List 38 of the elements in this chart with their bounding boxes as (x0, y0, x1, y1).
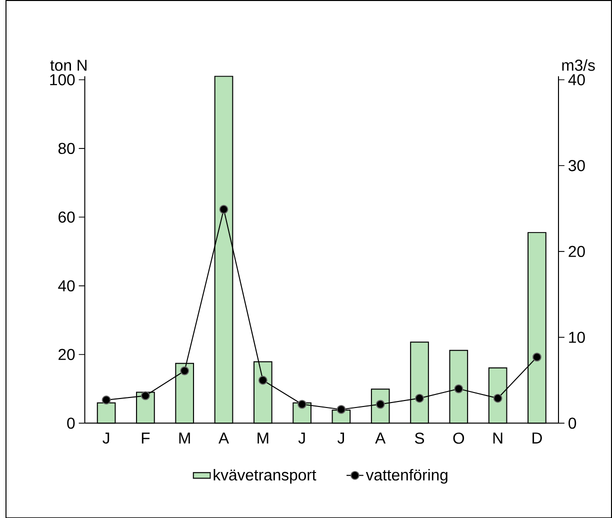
point (336, 404, 346, 414)
x-tick-label: D (532, 432, 542, 444)
legend-label: vattenföring (366, 468, 448, 484)
x-tick-label: J (338, 432, 344, 444)
x-tick-label: A (375, 432, 386, 444)
point (140, 391, 150, 400)
point (415, 394, 424, 403)
point (493, 394, 502, 403)
y-axis-title: ton N (50, 60, 86, 71)
x-tick-label: N (493, 432, 502, 444)
point (298, 400, 307, 409)
x-tick-label: O (453, 432, 464, 444)
point (180, 366, 190, 376)
y2-tick-label: 20 (568, 246, 585, 257)
x-tick-label: J (298, 432, 305, 444)
point (102, 395, 111, 404)
x-tick-label: J (102, 432, 110, 444)
x-tick-label: S (414, 432, 424, 444)
point (219, 204, 228, 214)
y-tick-label: 60 (58, 211, 75, 223)
y-tick-label: 0 (67, 417, 75, 429)
point (258, 376, 268, 385)
point (454, 384, 464, 394)
y-tick-label: 80 (58, 142, 75, 154)
legend-label: kvävetransport (214, 468, 316, 484)
y-tick-label: 40 (58, 280, 75, 292)
y2-axis-title: m3/s (562, 59, 595, 71)
y-tick-label: 20 (58, 348, 75, 360)
x-tick-label: A (218, 432, 229, 444)
x-tick-label: M (179, 432, 190, 444)
y2-tick-label: 30 (568, 160, 585, 172)
point (532, 352, 542, 362)
x-tick-label: M (258, 432, 268, 444)
y-tick-label: 100 (50, 74, 75, 86)
y2-tick-label: 40 (568, 74, 585, 86)
y2-tick-label: 0 (568, 417, 576, 429)
x-tick-label: F (142, 432, 150, 444)
y2-tick-label: 10 (569, 332, 585, 343)
